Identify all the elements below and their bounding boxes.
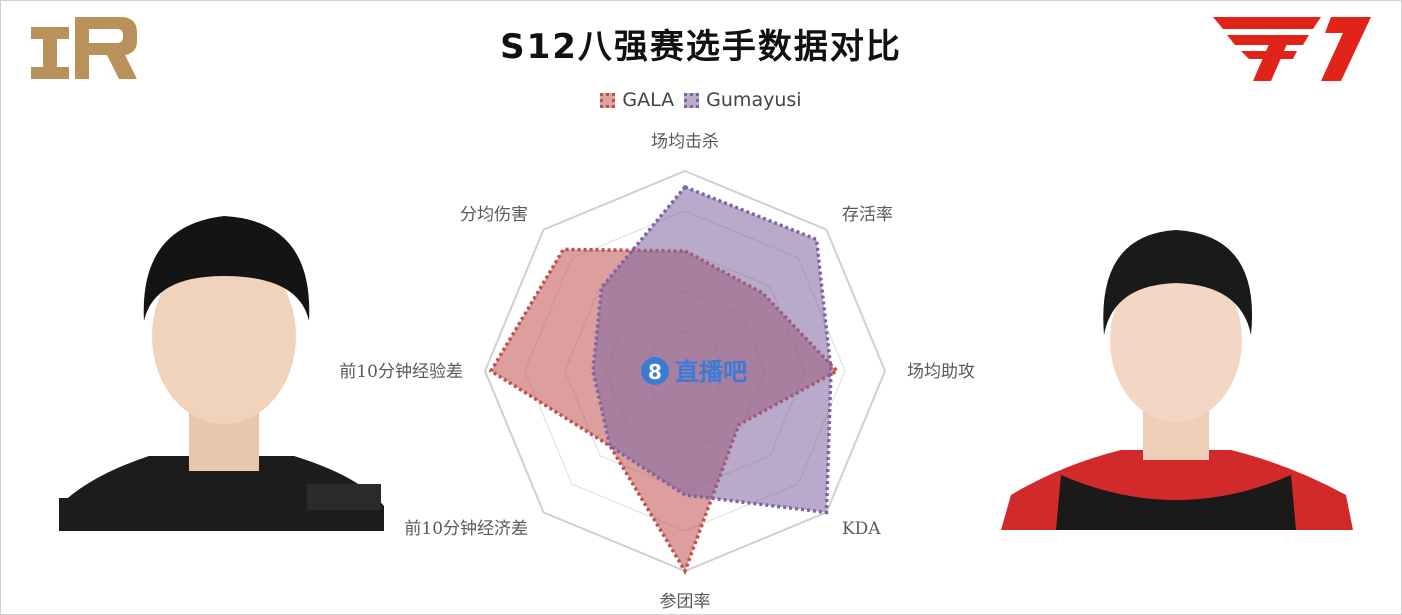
axis-label: 分均伤害 <box>460 205 528 225</box>
axis-label: KDA <box>842 519 881 539</box>
axis-label: 前10分钟经验差 <box>339 362 463 382</box>
axis-label: 前10分钟经济差 <box>404 519 528 539</box>
legend-swatch <box>684 92 700 108</box>
watermark: 8 直播吧 <box>641 357 747 386</box>
watermark-icon <box>641 357 669 385</box>
rng-logo <box>31 17 137 79</box>
legend-item-gala: GALA <box>600 89 674 111</box>
legend-swatch <box>600 92 616 108</box>
axis-label: 场均助攻 <box>907 362 975 382</box>
player-photo-gala <box>59 216 384 531</box>
svg-text:8: 8 <box>648 360 662 384</box>
t1-logo <box>1213 17 1371 81</box>
legend-label: Gumayusi <box>706 89 802 111</box>
axis-label: 参团率 <box>660 592 711 612</box>
player-photo-gumayusi <box>1001 230 1353 530</box>
axis-label: 场均击杀 <box>651 132 719 152</box>
watermark-text: 直播吧 <box>675 358 747 386</box>
chart-legend: GALA Gumayusi <box>1 89 1401 111</box>
page-title: S12八强赛选手数据对比 <box>500 27 902 67</box>
legend-label: GALA <box>622 89 675 111</box>
axis-label: 存活率 <box>842 205 893 225</box>
radar-series-gumayusi <box>591 184 833 515</box>
legend-item-gumayusi: Gumayusi <box>684 89 802 111</box>
radar-series <box>488 184 840 576</box>
